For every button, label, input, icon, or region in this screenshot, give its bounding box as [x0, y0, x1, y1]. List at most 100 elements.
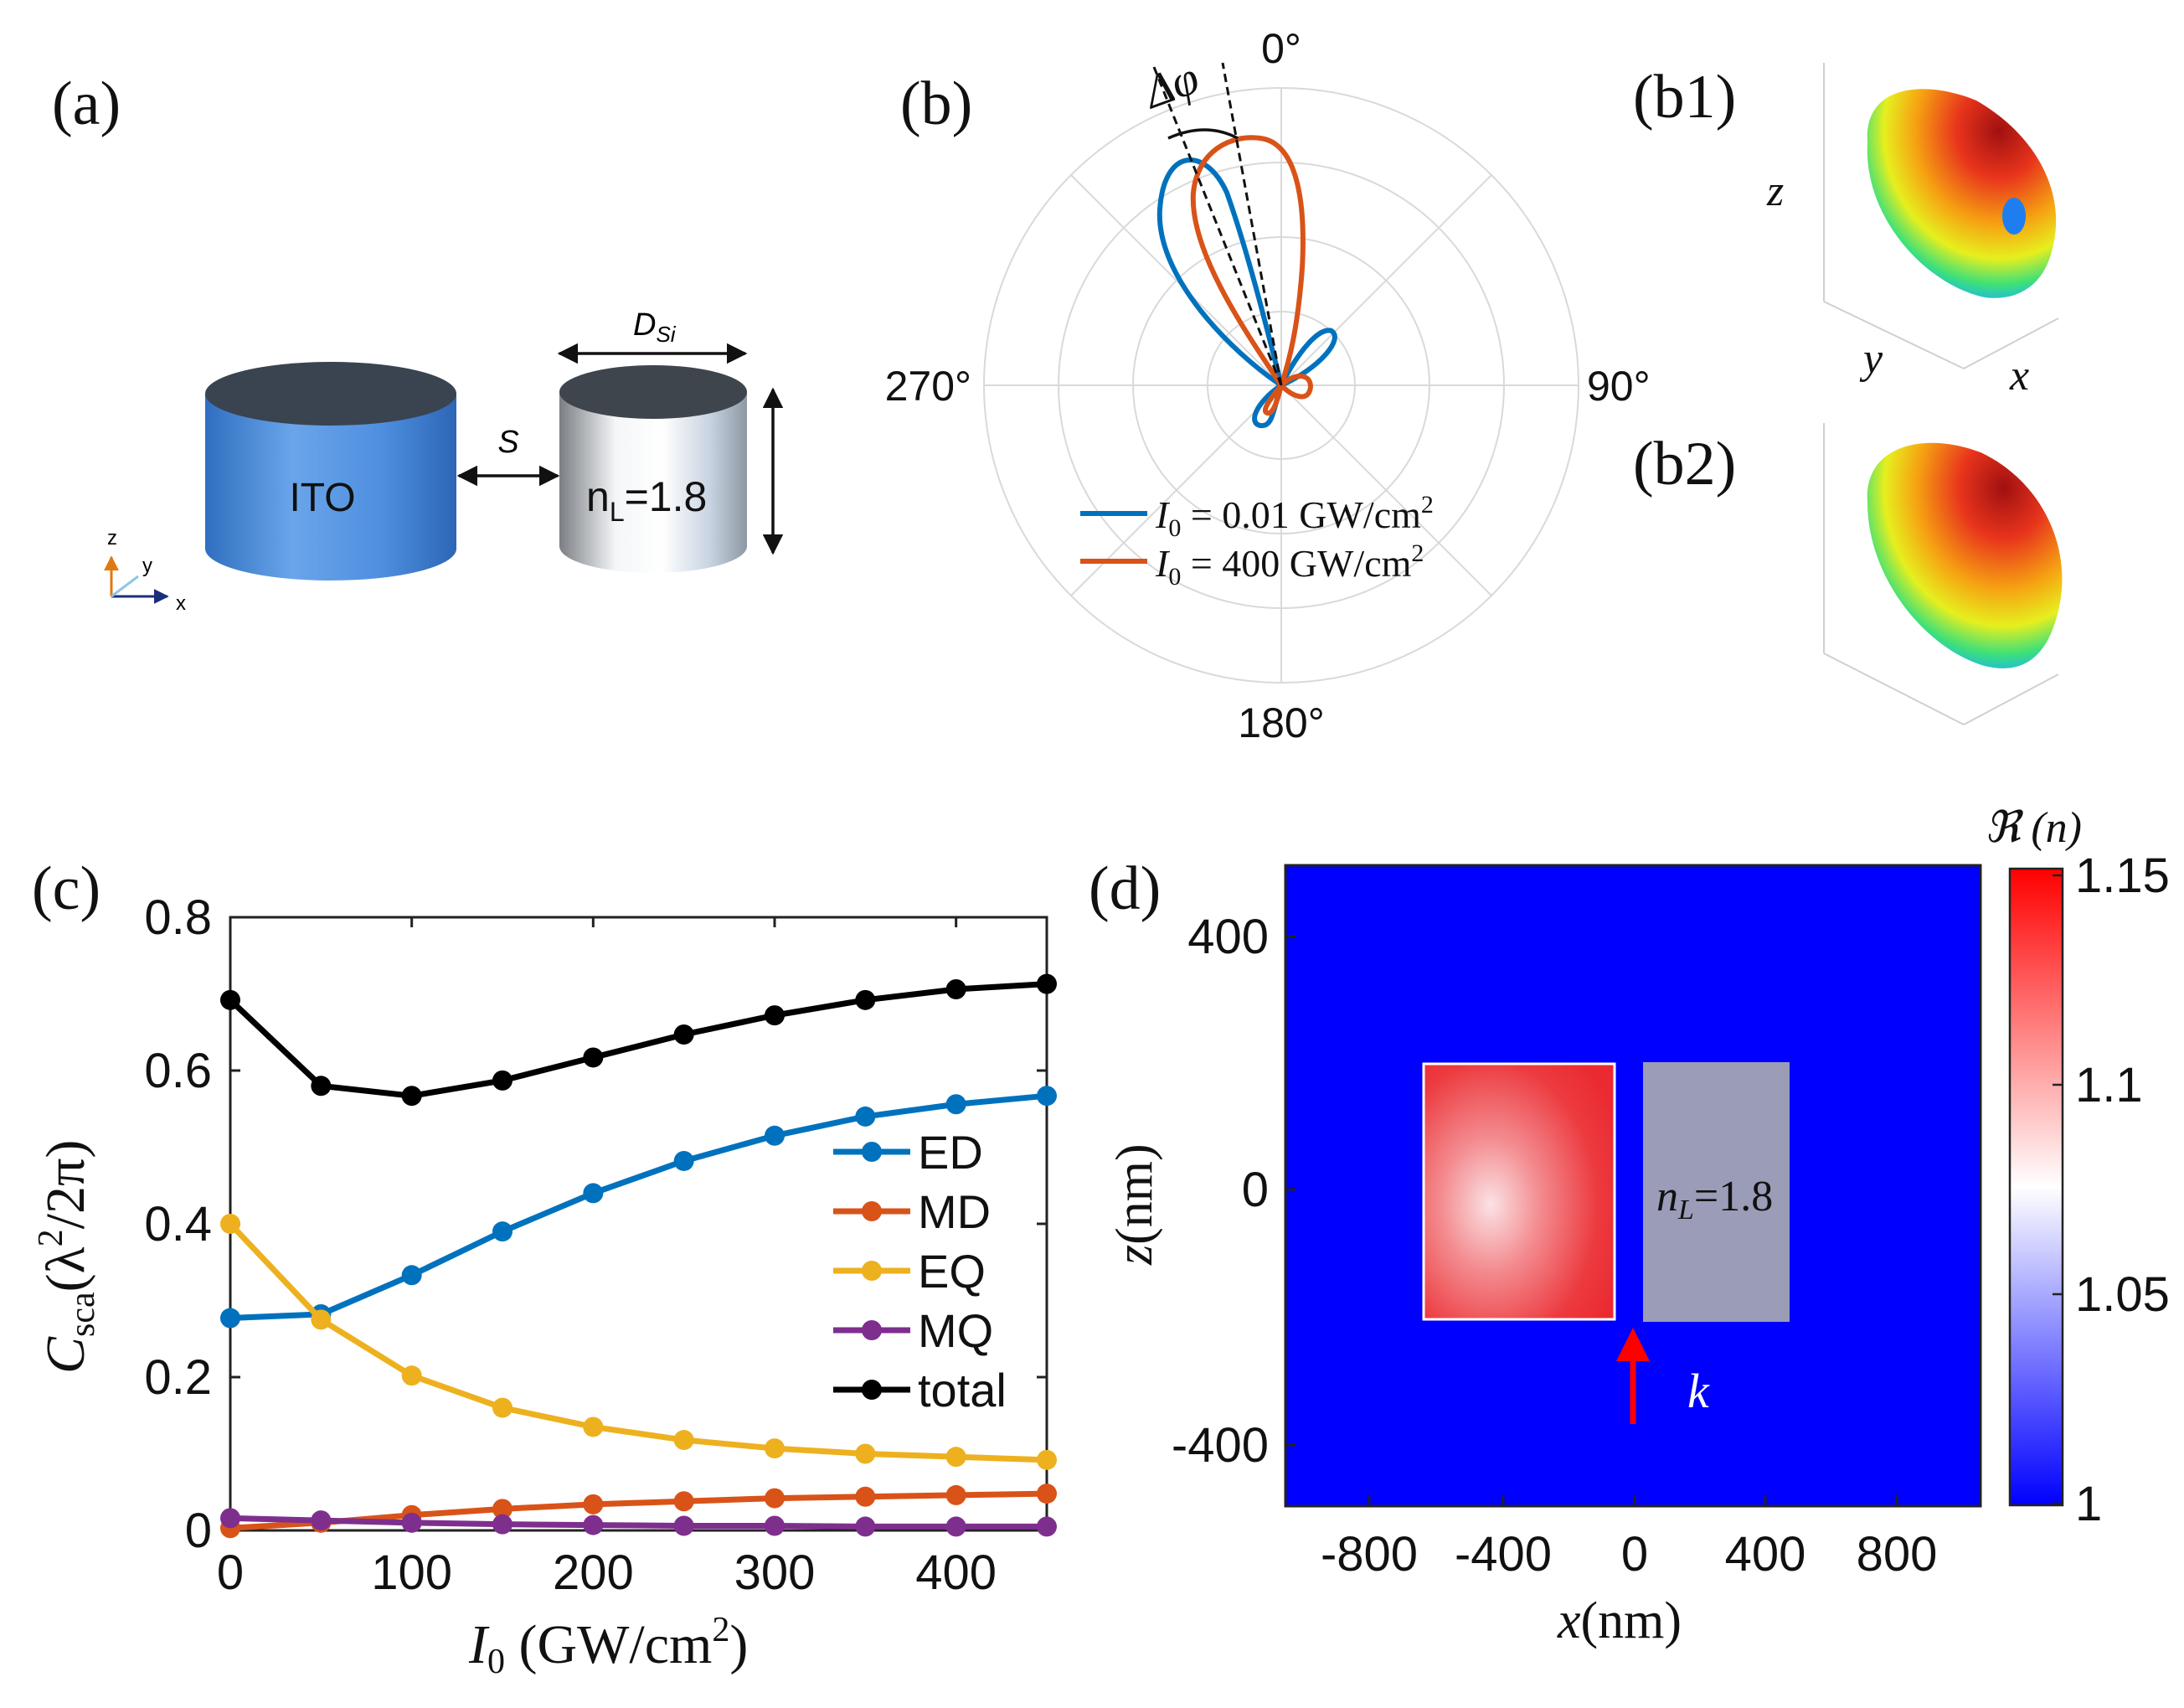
c-point-total: [765, 1005, 785, 1026]
c-xtick-label: 200: [553, 1545, 634, 1600]
panel-b2: (b2): [1633, 423, 2063, 725]
c-point-total: [855, 989, 876, 1010]
c-point-ED: [765, 1125, 785, 1146]
c-ytick-label: 0.6: [144, 1044, 212, 1098]
c-point-MQ: [673, 1515, 694, 1536]
c-point-MQ: [583, 1514, 604, 1535]
c-point-total: [311, 1076, 332, 1097]
c-legend-marker: [862, 1261, 882, 1281]
c-legend-label: MQ: [918, 1304, 993, 1357]
d-ylabel: z(nm): [1106, 1143, 1163, 1266]
panel-b: (b) 0° 90° 180° 270°: [885, 25, 1651, 746]
polar-series-orange: [1190, 135, 1314, 416]
c-legend: ED MD EQ MQ total: [833, 1126, 1007, 1416]
c-point-total: [673, 1024, 694, 1045]
d-xtick-label: 0: [1621, 1527, 1648, 1582]
d-ytick-label: 400: [1187, 910, 1269, 964]
c-point-MD: [492, 1499, 513, 1520]
c-series-line-MQ: [229, 1514, 1047, 1530]
b2-lobe: [1867, 442, 2063, 668]
c-ytick-label: 0.4: [144, 1197, 212, 1251]
d-colorbar-ticks: 1.15 1.1 1.05 1: [2053, 849, 2170, 1531]
c-point-total: [492, 1070, 513, 1091]
polar-tick-270: 270°: [885, 363, 971, 410]
c-point-EQ: [1037, 1449, 1057, 1470]
d-ito-region: [1422, 1062, 1616, 1321]
panel-c: (c) 0 100 200 300 400 0 0.2 0.4 0.6 0.8 ED MD EQ MQ t…: [32, 854, 1057, 1681]
panel-a-label: (a): [52, 70, 121, 138]
c-ytick-label: 0: [185, 1504, 212, 1558]
c-point-MD: [583, 1494, 604, 1514]
c-point-total: [401, 1086, 422, 1107]
d-cbar-tick-label: 1: [2075, 1477, 2102, 1531]
b1-axis-x: x: [2009, 352, 2029, 400]
c-legend-marker: [862, 1380, 882, 1400]
d-colorbar-title: ℜ (n): [1985, 804, 2082, 852]
c-point-EQ: [492, 1397, 513, 1418]
c-point-EQ: [855, 1443, 876, 1464]
c-point-MQ: [945, 1516, 966, 1537]
gap-label: S: [497, 425, 518, 460]
c-point-ED: [673, 1150, 694, 1171]
panel-b-label: (b): [900, 70, 972, 138]
c-point-EQ: [945, 1447, 966, 1468]
ito-cylinder: ITO: [205, 362, 456, 581]
d-xlabel: x(nm): [1557, 1592, 1682, 1649]
c-point-total: [583, 1047, 604, 1068]
c-point-ED: [1037, 1086, 1057, 1107]
c-legend-label: total: [918, 1364, 1007, 1416]
c-xtick-label: 0: [217, 1545, 244, 1600]
c-point-ED: [492, 1221, 513, 1242]
d-tick-group: -800 -400 0 400 800 400 0 -400: [1172, 910, 1937, 1582]
panel-b2-label: (b2): [1633, 430, 1736, 498]
axis-z-label: z: [107, 527, 117, 550]
lens-n-label: nL=1.8: [586, 473, 707, 527]
d-xtick-label: -800: [1321, 1527, 1418, 1582]
c-point-MQ: [765, 1515, 785, 1536]
polar-tick-180: 180°: [1238, 699, 1324, 746]
d-cbar-tick-label: 1.15: [2075, 849, 2170, 903]
c-point-MQ: [1037, 1516, 1057, 1537]
c-xtick-label: 400: [915, 1545, 997, 1600]
polar-tick-0: 0°: [1261, 25, 1301, 72]
c-legend-label: MD: [918, 1185, 991, 1238]
d-k-label: k: [1687, 1364, 1710, 1418]
panel-d-label: (d): [1089, 854, 1161, 923]
c-xtick-label: 300: [734, 1545, 816, 1600]
c-point-total: [1037, 973, 1057, 994]
c-legend-label: EQ: [918, 1245, 986, 1298]
b1-lobe: [1867, 89, 2057, 298]
d-k-arrowhead: [1616, 1328, 1650, 1361]
legend-blue: I0 = 0.01 GW/cm2: [1155, 491, 1434, 542]
c-series-line-total: [228, 981, 1048, 1099]
c-point-ED: [945, 1094, 966, 1115]
c-point-EQ: [401, 1365, 422, 1386]
panel-a: (a) ITO nL=1.8 S DSi z y x: [52, 70, 784, 615]
d-lens-region: [1643, 1062, 1790, 1322]
panel-b1-label: (b1): [1633, 63, 1736, 132]
d-lens-label: nL=1.8: [1656, 1173, 1773, 1226]
c-point-MQ: [220, 1508, 240, 1529]
c-point-EQ: [311, 1309, 332, 1330]
c-point-total: [945, 979, 966, 1000]
c-point-total: [220, 989, 240, 1010]
c-legend-marker: [862, 1201, 882, 1221]
d-xtick-label: -400: [1455, 1527, 1552, 1582]
axis-y-label: y: [142, 555, 152, 577]
b2-box: [1823, 423, 2059, 725]
axis-x-label: x: [176, 592, 186, 615]
c-point-EQ: [220, 1214, 240, 1234]
c-ytick-label: 0.8: [144, 890, 212, 945]
d-ytick-label: -400: [1172, 1418, 1269, 1473]
c-point-MD: [945, 1484, 966, 1505]
c-point-MD: [855, 1486, 876, 1507]
d-xtick-label: 800: [1857, 1527, 1938, 1582]
c-point-MD: [765, 1488, 785, 1509]
b1-box: [1823, 63, 2059, 369]
polar-legend: I0 = 0.01 GW/cm2 I0 = 400 GW/cm2: [1080, 491, 1434, 591]
diameter-label: DSi: [633, 307, 677, 347]
c-point-MQ: [311, 1510, 332, 1531]
c-xtick-label: 100: [371, 1545, 452, 1600]
